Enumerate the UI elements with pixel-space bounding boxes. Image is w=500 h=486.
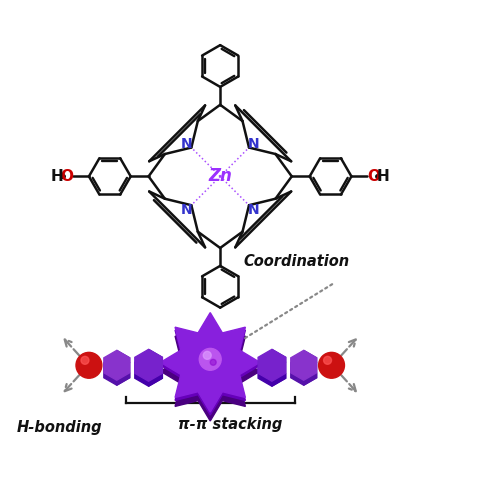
Polygon shape [258, 349, 285, 381]
Polygon shape [291, 350, 316, 380]
Text: H: H [377, 169, 390, 184]
Circle shape [81, 356, 89, 364]
Text: N: N [180, 203, 192, 217]
Polygon shape [104, 355, 130, 385]
Polygon shape [272, 373, 285, 386]
Polygon shape [135, 354, 162, 386]
Polygon shape [291, 355, 316, 385]
Text: O: O [367, 169, 380, 184]
Circle shape [318, 352, 344, 378]
Polygon shape [258, 354, 285, 386]
Circle shape [324, 356, 332, 364]
Polygon shape [304, 373, 316, 385]
Polygon shape [272, 349, 285, 363]
Circle shape [76, 352, 102, 378]
Polygon shape [148, 349, 162, 363]
Polygon shape [117, 350, 130, 363]
Text: Zn: Zn [208, 167, 232, 185]
Text: N: N [248, 203, 260, 217]
Circle shape [200, 348, 221, 370]
Polygon shape [304, 350, 316, 363]
Polygon shape [148, 373, 162, 386]
Polygon shape [104, 350, 130, 380]
Polygon shape [160, 315, 260, 415]
Text: π-π stacking: π-π stacking [178, 417, 282, 432]
Polygon shape [135, 349, 162, 381]
Text: H: H [50, 169, 64, 184]
Circle shape [210, 359, 216, 365]
Text: O: O [60, 169, 74, 184]
Text: Coordination: Coordination [244, 254, 350, 269]
Text: N: N [180, 137, 192, 151]
Polygon shape [160, 312, 260, 412]
Polygon shape [160, 322, 260, 421]
Polygon shape [117, 373, 130, 385]
Text: N: N [248, 137, 260, 151]
Text: H-bonding: H-bonding [16, 420, 102, 435]
Circle shape [204, 351, 211, 359]
